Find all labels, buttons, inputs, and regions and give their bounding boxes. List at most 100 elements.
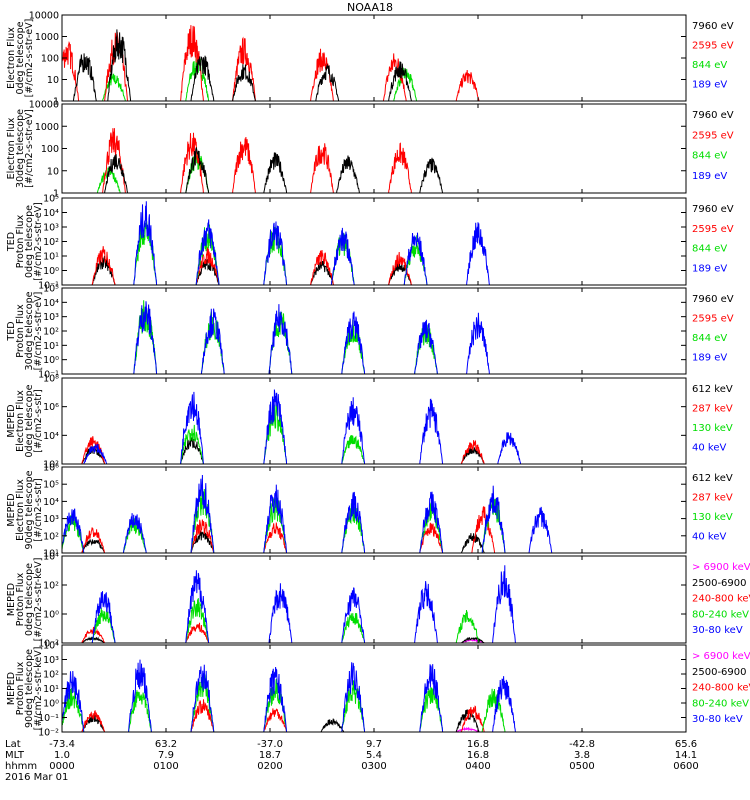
x-row-label: Lat xyxy=(5,739,21,750)
legend-entry: > 6900 keV xyxy=(692,562,750,573)
data-trace xyxy=(388,142,412,194)
legend-entry: 130 keV xyxy=(692,423,733,434)
y-axis-label: 90deg telescope xyxy=(24,470,35,549)
y-axis-label: [#/cm2-s-str-keV] xyxy=(33,647,44,731)
data-trace xyxy=(104,154,128,194)
y-tick-label: 10000 xyxy=(29,11,59,22)
data-trace xyxy=(341,613,366,644)
legend-entry: 80-240 keV xyxy=(692,698,749,709)
data-trace xyxy=(190,664,215,733)
data-trace xyxy=(107,29,132,102)
y-tick-label: 10³ xyxy=(43,223,59,234)
legend-entry: 7960 eV xyxy=(692,110,734,121)
y-axis-label: MEPED xyxy=(6,493,17,526)
series-2595-ev xyxy=(61,25,480,102)
y-tick-label: 10⁻¹ xyxy=(38,370,59,381)
panel-frame xyxy=(61,555,687,644)
data-trace xyxy=(268,304,293,375)
y-tick-label: 10³ xyxy=(43,514,59,525)
panel-frame xyxy=(61,103,687,194)
data-trace xyxy=(81,436,106,465)
data-trace xyxy=(497,432,522,465)
data-trace xyxy=(341,587,366,644)
y-tick-label: 10² xyxy=(43,581,59,592)
data-trace xyxy=(263,152,288,194)
data-trace xyxy=(190,530,215,554)
data-trace xyxy=(263,708,288,733)
data-trace xyxy=(180,391,204,465)
legend-entry: 612 keV xyxy=(692,384,733,395)
legend-entry: 40 keV xyxy=(692,443,726,454)
y-tick-label: 10 xyxy=(47,166,59,177)
data-trace xyxy=(341,435,366,465)
data-trace xyxy=(195,219,220,286)
data-trace xyxy=(455,609,480,644)
data-trace xyxy=(341,397,366,465)
legend-entry: 30-80 keV xyxy=(692,714,743,725)
x-tick-value: 0200 xyxy=(257,761,282,772)
data-trace xyxy=(528,506,553,554)
y-tick-label: 10⁶ xyxy=(43,402,59,413)
legend-entry: 7960 eV xyxy=(692,204,734,215)
y-tick-label: 10¹ xyxy=(43,684,59,695)
legend-entry: 844 eV xyxy=(692,244,727,255)
legend-entry: 844 eV xyxy=(692,151,727,162)
data-trace xyxy=(185,598,210,644)
y-tick-label: 10⁴ xyxy=(43,208,59,219)
y-axis-label: [#/cm2-s-str] xyxy=(33,389,44,452)
x-tick-value: 0100 xyxy=(153,761,178,772)
y-tick-label: 10³ xyxy=(43,655,59,666)
y-tick-label: 10⁵ xyxy=(43,480,59,491)
y-axis-label: 90deg telescope xyxy=(24,649,35,728)
x-tick-value: 18.7 xyxy=(259,750,281,761)
y-axis-label: [#/cm2-s-str-eV] xyxy=(24,19,35,98)
data-trace xyxy=(122,513,147,554)
data-trace xyxy=(461,638,485,644)
y-axis-label: 0deg telescope xyxy=(24,205,35,278)
y-tick-label: 10⁰ xyxy=(43,699,59,710)
series-189-ev xyxy=(133,301,490,375)
data-trace xyxy=(388,251,412,286)
data-trace xyxy=(481,688,506,733)
data-trace xyxy=(61,670,85,733)
data-trace xyxy=(61,40,80,102)
data-trace xyxy=(419,522,444,554)
data-trace xyxy=(180,437,204,465)
data-trace xyxy=(195,246,220,286)
x-tick-value: 65.6 xyxy=(675,739,697,750)
y-axis-label: Electron Flux xyxy=(15,390,26,452)
data-trace xyxy=(91,607,116,644)
data-trace xyxy=(466,312,490,375)
series-40-kev xyxy=(61,474,553,554)
data-trace xyxy=(419,664,444,733)
legend-entry: 189 eV xyxy=(692,80,727,91)
data-trace xyxy=(83,443,108,465)
y-tick-label: 10⁻¹ xyxy=(38,713,59,724)
series-80-240-kev xyxy=(91,598,480,644)
x-tick-value: 16.8 xyxy=(467,750,489,761)
y-axis-label: 30deg telescope xyxy=(15,109,26,188)
data-trace xyxy=(72,53,97,102)
x-tick-value: 1.0 xyxy=(54,750,70,761)
y-tick-label: 100 xyxy=(41,144,59,155)
y-axis-label: [#/cm2-s-str] xyxy=(33,478,44,541)
x-tick-value: 14.1 xyxy=(675,750,697,761)
data-trace xyxy=(455,69,480,102)
y-tick-label: 10⁰ xyxy=(43,266,59,277)
data-trace xyxy=(81,527,106,554)
y-axis-label: Proton Flux xyxy=(15,572,26,626)
data-trace xyxy=(388,61,412,102)
data-trace xyxy=(419,491,444,554)
y-axis-label: MEPED xyxy=(6,672,17,705)
y-tick-label: 10⁻² xyxy=(38,639,59,650)
y-tick-label: 10² xyxy=(43,460,59,471)
series--6900-kev xyxy=(461,638,485,644)
series-7960-ev xyxy=(72,29,412,102)
data-trace xyxy=(419,502,444,554)
y-axis-label: 0deg telescope xyxy=(24,563,35,636)
x-tick-value: 0000 xyxy=(49,761,74,772)
legend-entry: 40 keV xyxy=(692,532,726,543)
